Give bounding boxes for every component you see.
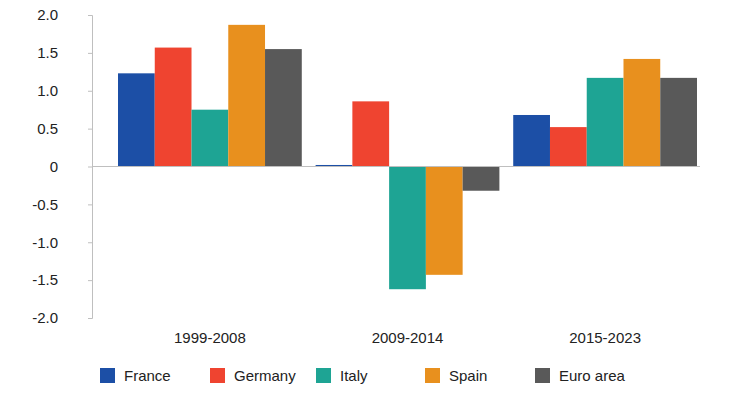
- legend-swatch: [425, 368, 440, 383]
- bar: [228, 25, 265, 167]
- bars: [118, 25, 697, 289]
- legend-item: Euro area: [535, 367, 626, 384]
- y-tick: -1.5: [32, 271, 92, 288]
- bar-series: [265, 49, 697, 191]
- y-tick: 1.5: [37, 44, 92, 61]
- x-tick-label: 2015-2023: [569, 329, 641, 346]
- zero-line: [92, 166, 700, 167]
- bar: [623, 59, 660, 167]
- chart: -2.0 -1.5 -1.0 -0.5 0 0.5 1.0 1.5 2.0 1999-2008 20…: [0, 0, 730, 410]
- legend-label: Italy: [340, 367, 368, 384]
- y-tick: 0.5: [37, 120, 92, 137]
- bar: [513, 115, 550, 167]
- y-tick-mark: [88, 204, 92, 205]
- bar: [463, 167, 500, 191]
- y-tick-label: 0: [50, 158, 58, 175]
- y-tick-mark: [88, 15, 92, 16]
- y-tick-label: -2.0: [32, 309, 58, 326]
- x-axis: 1999-2008 2009-2014 2015-2023: [174, 329, 641, 346]
- legend-label: Spain: [449, 367, 487, 384]
- y-tick-label: -1.5: [32, 271, 58, 288]
- legend-item: Spain: [425, 367, 487, 384]
- y-tick-label: 1.5: [37, 44, 58, 61]
- bar: [352, 101, 389, 166]
- legend-label: Germany: [234, 367, 296, 384]
- legend-swatch: [316, 368, 331, 383]
- legend-item: Germany: [210, 367, 296, 384]
- y-tick-label: 2.0: [37, 6, 58, 23]
- legend-swatch: [100, 368, 115, 383]
- y-tick-label: -0.5: [32, 196, 58, 213]
- legend-label: Euro area: [559, 367, 626, 384]
- legend-item: Italy: [316, 367, 368, 384]
- x-tick: 2009-2014: [372, 329, 444, 346]
- y-axis: -2.0 -1.5 -1.0 -0.5 0 0.5 1.0 1.5 2.0: [32, 6, 92, 326]
- x-tick-label: 2009-2014: [372, 329, 444, 346]
- y-tick: 1.0: [37, 82, 92, 99]
- legend: France Germany Italy Spain Euro area: [100, 367, 626, 384]
- x-tick: 1999-2008: [174, 329, 246, 346]
- y-tick-mark: [88, 280, 92, 281]
- x-tick: 2015-2023: [569, 329, 641, 346]
- y-tick: -2.0: [32, 309, 92, 326]
- y-tick-mark: [88, 53, 92, 54]
- legend-item: France: [100, 367, 171, 384]
- y-tick-mark: [88, 242, 92, 243]
- bar-series: [228, 25, 660, 275]
- bar: [192, 110, 229, 167]
- y-tick-mark: [88, 318, 92, 319]
- x-tick-label: 1999-2008: [174, 329, 246, 346]
- y-tick: -1.0: [32, 234, 92, 251]
- y-tick-label: 1.0: [37, 82, 58, 99]
- y-tick: -0.5: [32, 196, 92, 213]
- y-tick-mark: [88, 167, 92, 168]
- bar: [587, 78, 624, 167]
- y-tick: 0: [50, 158, 92, 175]
- y-tick-mark: [88, 91, 92, 92]
- bar: [426, 167, 463, 275]
- bar-series: [155, 48, 587, 167]
- bar: [155, 48, 192, 167]
- bar: [265, 49, 302, 166]
- bar: [550, 127, 587, 166]
- y-tick-mark: [88, 129, 92, 130]
- bar: [389, 167, 426, 290]
- legend-swatch: [535, 368, 550, 383]
- y-tick-label: 0.5: [37, 120, 58, 137]
- bar: [118, 73, 155, 166]
- y-tick-label: -1.0: [32, 234, 58, 251]
- y-axis-line: [88, 16, 93, 319]
- legend-label: France: [124, 367, 171, 384]
- bar: [660, 78, 697, 167]
- y-tick: 2.0: [37, 6, 92, 23]
- legend-swatch: [210, 368, 225, 383]
